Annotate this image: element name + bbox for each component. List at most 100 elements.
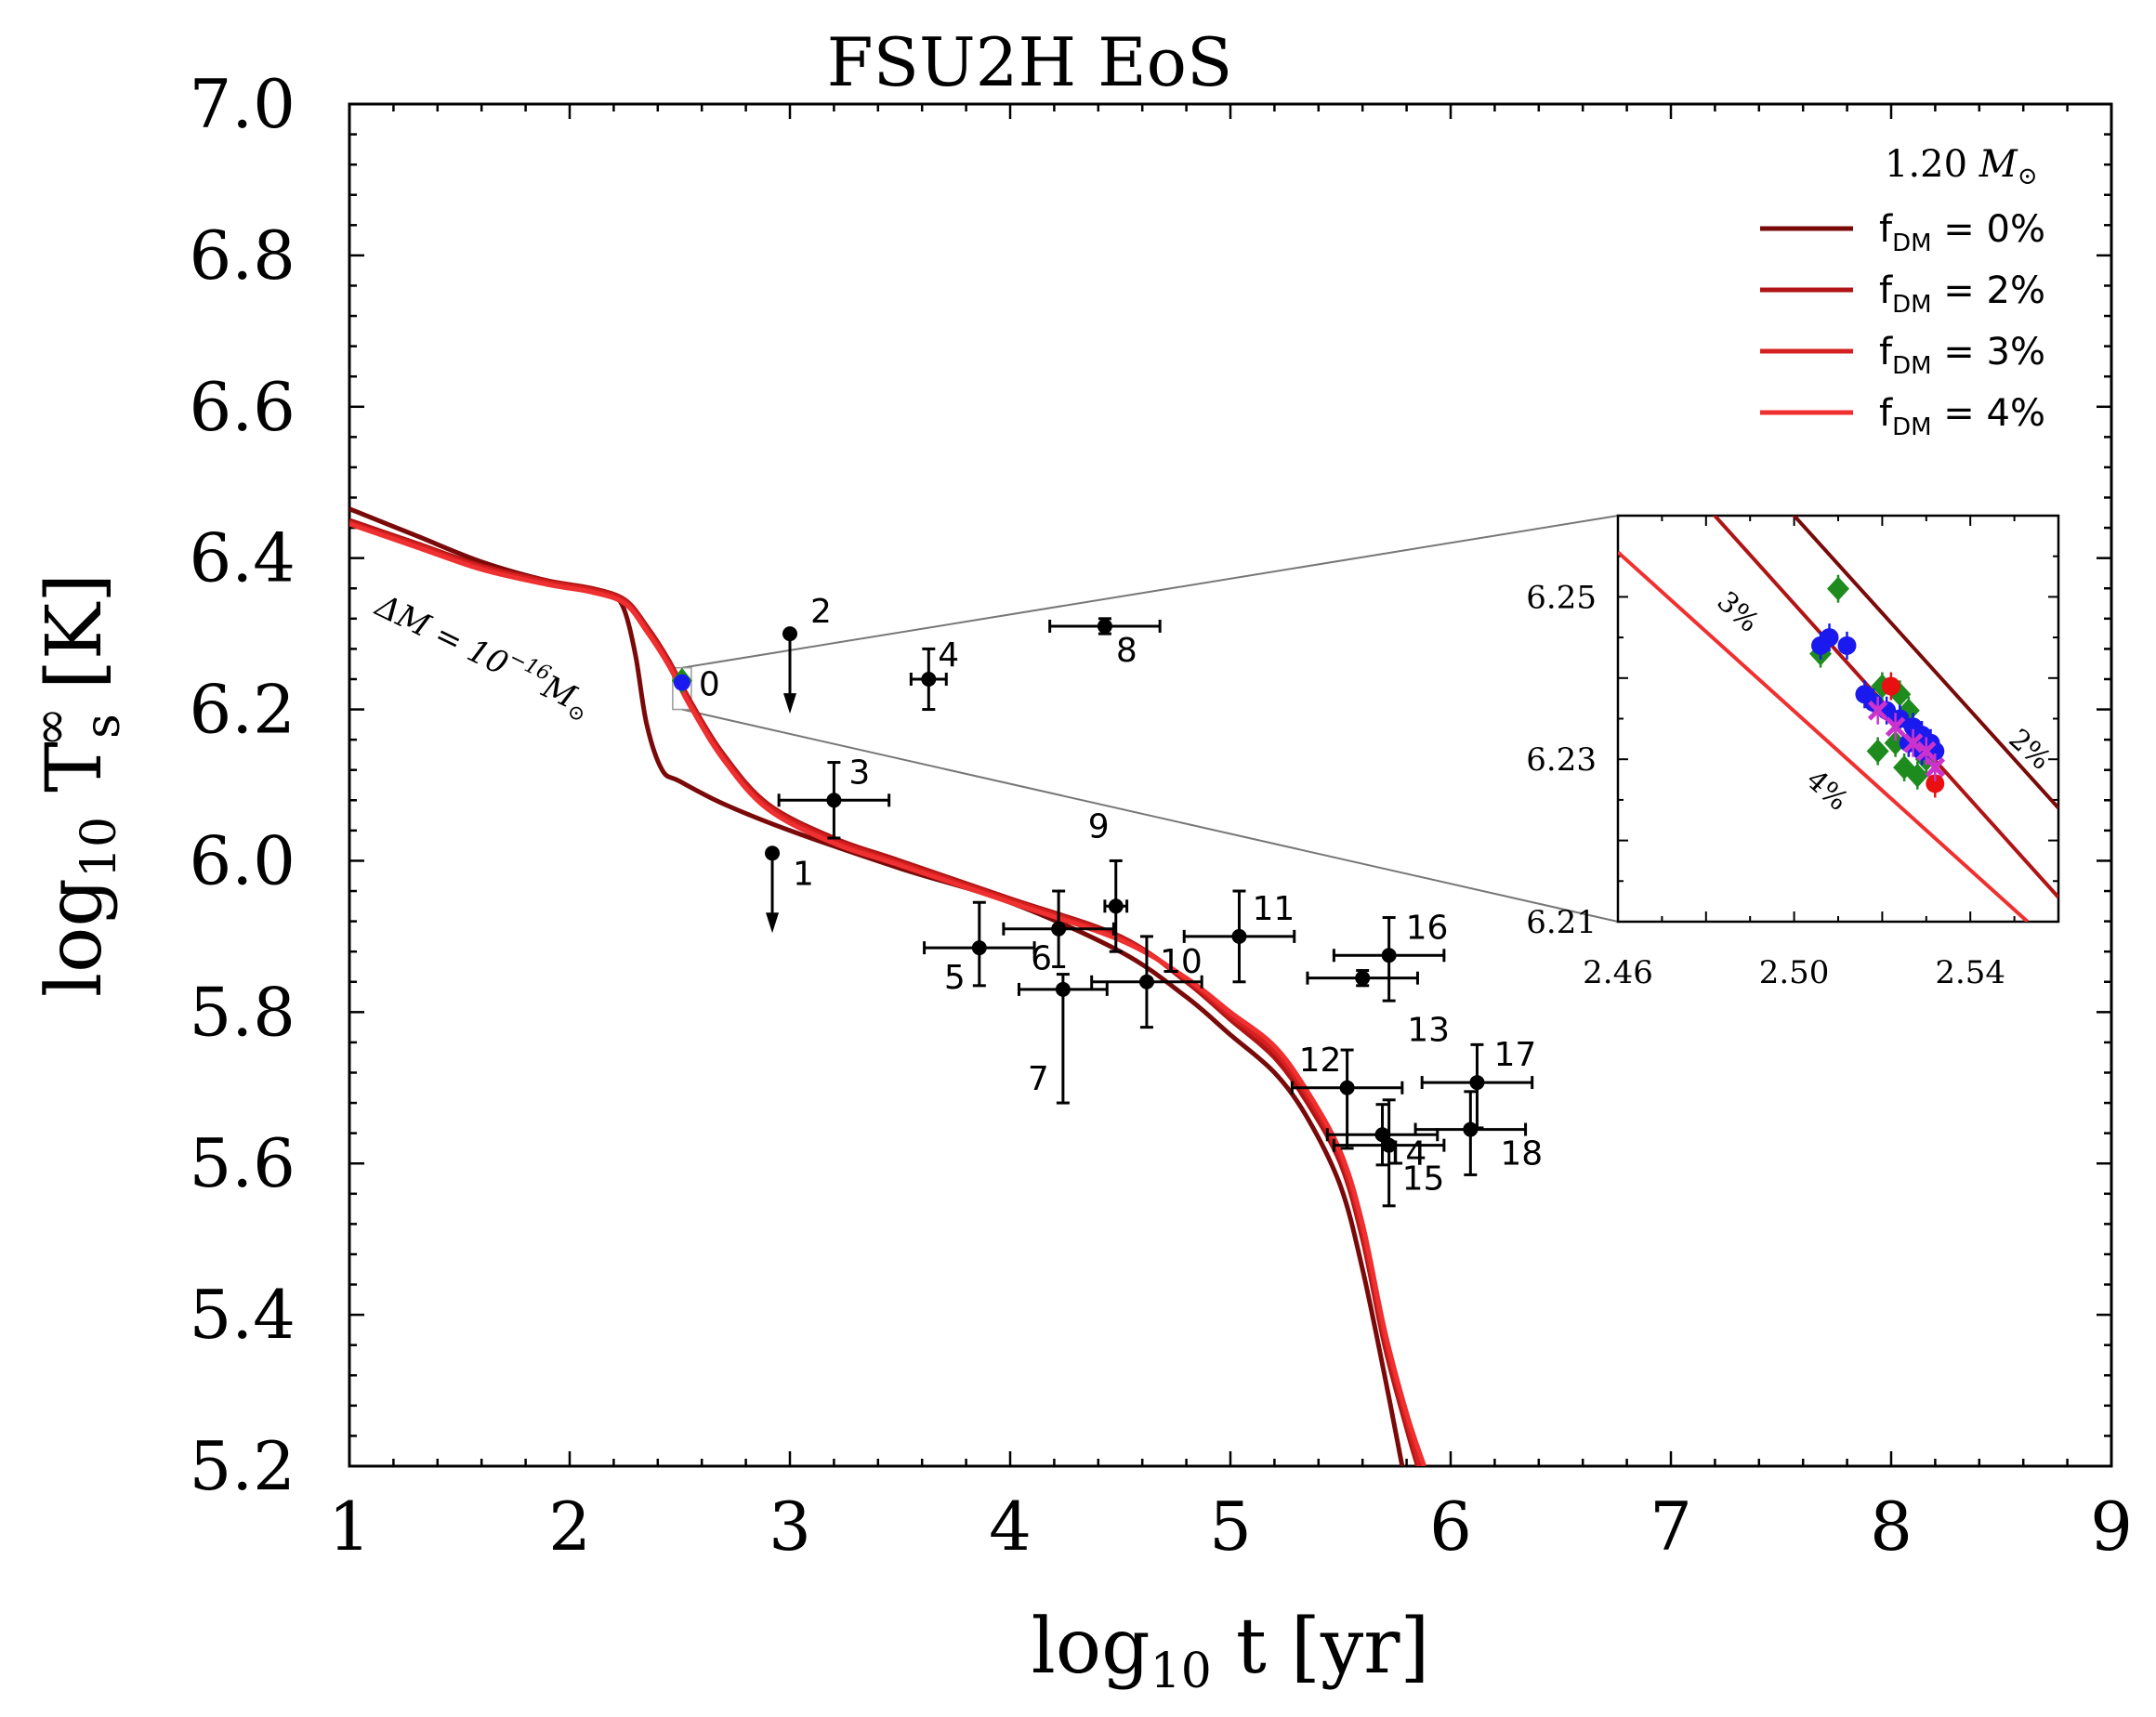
obs-label: 2: [810, 593, 832, 631]
inset-x-tick-label: 2.50: [1759, 954, 1830, 991]
marker: [1355, 970, 1371, 986]
connector-bottom: [681, 708, 1619, 923]
svg-text:ΔM = 10−16M⊙: ΔM = 10−16M⊙: [366, 583, 598, 728]
y-tick-label: 5.8: [189, 973, 296, 1051]
obs-point-8: 8: [1048, 617, 1162, 670]
y-tick-label: 5.2: [189, 1427, 296, 1505]
inset-x-marker: [1902, 732, 1924, 754]
y-tick-label: 6.2: [189, 671, 296, 749]
obs-point-3: 3: [777, 754, 891, 840]
inset-diamond: [1866, 739, 1889, 764]
obs-point-12: 12: [1290, 1042, 1404, 1150]
marker: [1381, 1137, 1397, 1153]
obs-point-9: 9: [1088, 807, 1129, 953]
obs-point-5: 5: [923, 900, 1036, 997]
inset-x-marker: [1885, 716, 1906, 738]
y-tick-label: 6.4: [189, 519, 296, 597]
obs-label: 5: [944, 959, 966, 997]
inset-x-tick-label: 2.46: [1583, 954, 1653, 991]
y-tick-label: 5.6: [189, 1124, 296, 1202]
x-tick-label: 5: [1209, 1488, 1252, 1566]
axis-tick-labels: 1 2 3 4 5 6 7 8 95.25.45.65.86.06.26.46.66.87.0: [189, 65, 2132, 1566]
inset-diamond: [1827, 576, 1849, 601]
axis-ticks: [348, 102, 2113, 1468]
marker: [782, 626, 797, 642]
inset-connector-lines: [672, 515, 1619, 923]
y-label-log: log: [31, 878, 119, 997]
obs-point-18: 18: [1413, 1090, 1543, 1176]
obs-label: 6: [1031, 940, 1052, 978]
x-tick-label: 1: [328, 1488, 371, 1566]
inset-x-marker: [1867, 700, 1888, 721]
x-tick-label: 3: [769, 1488, 811, 1566]
marker: [1339, 1080, 1355, 1095]
inset-diamond: [1906, 763, 1929, 788]
y-axis-label: log10 T∞s [K]: [23, 573, 131, 997]
obs-label: 8: [1116, 632, 1137, 670]
obs-label: 16: [1406, 909, 1449, 947]
obs-label: 3: [848, 754, 870, 792]
obs-label: 7: [1028, 1060, 1049, 1098]
marker: [1231, 928, 1247, 944]
obs-label: 1: [793, 855, 814, 893]
inset-circle: [1926, 774, 1945, 793]
obs-point-2: 2: [782, 593, 832, 714]
obs-point-11: 11: [1182, 889, 1296, 984]
obs-label: 12: [1299, 1042, 1342, 1080]
marker-circle: [673, 674, 690, 691]
marker: [1108, 898, 1124, 914]
obs-point-15: 15: [1332, 1098, 1446, 1208]
marker: [765, 845, 781, 861]
obs-point-4: 4: [909, 636, 959, 712]
marker: [921, 671, 937, 687]
inset-diamond: [1884, 730, 1907, 755]
svg-text:log10 T∞s [K]: log10 T∞s [K]: [23, 573, 131, 997]
inset-circle: [1881, 676, 1900, 696]
obs-point-0: 0: [671, 666, 720, 704]
legend: 1.20 M⊙ fDM = 0% fDM = 2% fDM = 3% fDM = 4%: [1760, 143, 2045, 441]
inset-line-2: [1618, 550, 2030, 922]
obs-label: 4: [938, 636, 959, 675]
marker: [971, 940, 987, 956]
marker: [1463, 1121, 1479, 1137]
marker: [1138, 974, 1154, 990]
obs-point-16: 16: [1332, 909, 1449, 1003]
arrow-head: [766, 912, 780, 934]
marker: [1374, 1127, 1390, 1143]
obs-label: 0: [699, 666, 720, 704]
obs-label: 13: [1407, 1012, 1450, 1050]
obs-label: 15: [1402, 1160, 1445, 1199]
obs-label: 18: [1500, 1135, 1543, 1173]
obs-point-1: 1: [765, 845, 814, 934]
inset-ticks: [1617, 515, 2059, 923]
legend-title: 1.20 M⊙: [1885, 143, 2038, 190]
delta-m-annotation: ΔM = 10−16M⊙: [366, 583, 598, 728]
x-tick-label: 9: [2090, 1488, 2133, 1566]
svg-text:log10 t [yr]: log10 t [yr]: [1032, 1603, 1430, 1699]
connector-top: [681, 515, 1619, 669]
obs-label: 10: [1160, 943, 1203, 981]
legend-label-2: fDM = 3%: [1879, 331, 2045, 380]
y-tick-label: 6.8: [189, 216, 296, 295]
x-tick-label: 4: [989, 1488, 1032, 1566]
arrow-head: [783, 693, 796, 714]
y-tick-label: 6.0: [189, 821, 296, 899]
obs-label: 11: [1252, 890, 1295, 928]
marker: [1469, 1075, 1485, 1091]
obs-point-13: 13: [1306, 969, 1450, 1050]
zoom-inset: 2.46 2.50 2.546.216.236.252%3%4%: [1526, 514, 2060, 991]
x-tick-label: 2: [548, 1488, 591, 1566]
inset-x-tick-label: 2.54: [1935, 954, 2005, 991]
inset-y-tick-label: 6.23: [1526, 741, 1597, 779]
inset-x-marker: [1925, 757, 1946, 778]
legend-label-1: fDM = 2%: [1879, 269, 2045, 319]
inset-circle: [1837, 636, 1857, 655]
x-tick-label: 7: [1650, 1488, 1692, 1566]
obs-point-7: 7: [1017, 973, 1109, 1105]
y-tick-label: 7.0: [189, 65, 296, 143]
obs-point-17: 17: [1420, 1036, 1536, 1130]
inset-markers: [1809, 574, 1946, 798]
inset-diamond: [1897, 698, 1920, 723]
